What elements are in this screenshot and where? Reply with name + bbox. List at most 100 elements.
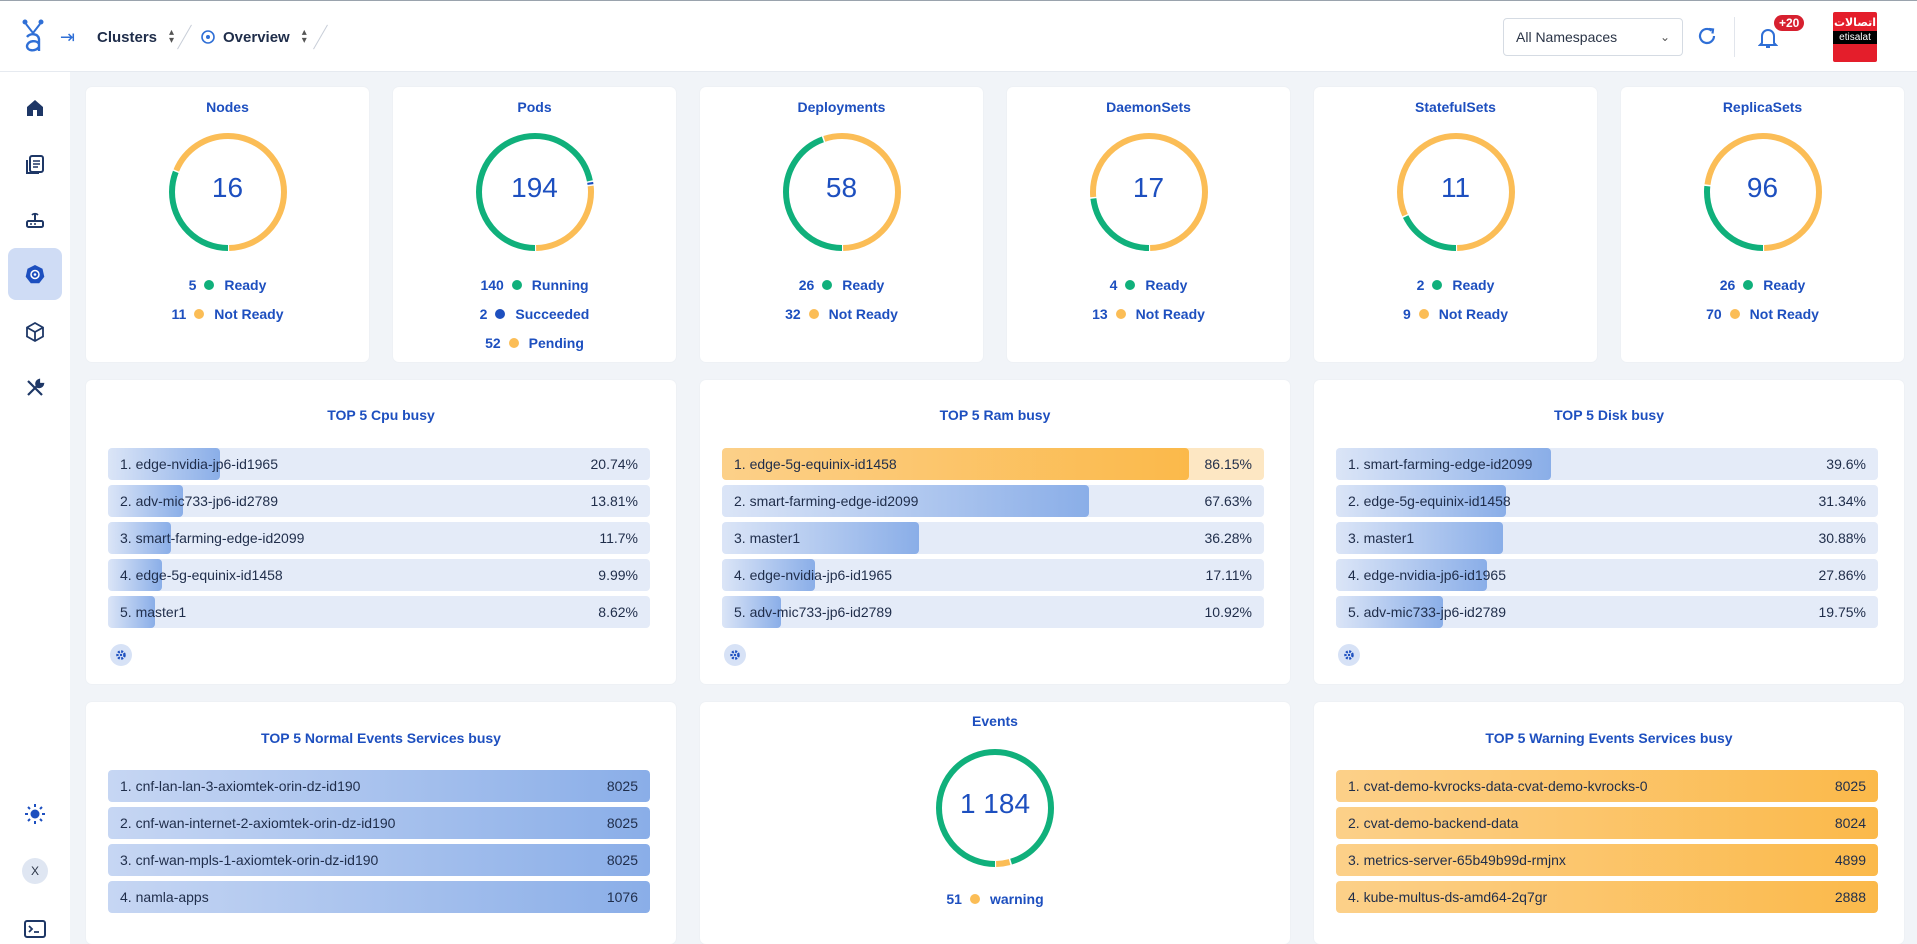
bar-value: 17.11% — [1205, 567, 1252, 583]
stat-card-title: Deployments — [797, 99, 886, 115]
bar-row[interactable]: 4. edge-nvidia-jp6-id1965 17.11% — [722, 559, 1264, 591]
disk-settings-button[interactable] — [1338, 644, 1360, 666]
bar-list: 1. edge-5g-equinix-id1458 86.15% 2. smart-… — [700, 380, 1290, 684]
bar-fill — [108, 485, 183, 517]
stat-card-nodes[interactable]: Nodes 16 5 Ready 11 Not Ready — [86, 87, 369, 362]
bar-row[interactable]: 4. namla-apps 1076 — [108, 881, 650, 913]
ram-settings-button[interactable] — [724, 644, 746, 666]
bar-label: 4. edge-nvidia-jp6-id1965 — [734, 567, 892, 583]
bar-row[interactable]: 4. edge-nvidia-jp6-id1965 27.86% — [1336, 559, 1878, 591]
donut-segment[interactable] — [783, 133, 901, 251]
stat-card-daemonsets[interactable]: DaemonSets 17 4 Ready 13 Not Ready — [1007, 87, 1290, 362]
bar-label: 4. edge-nvidia-jp6-id1965 — [1348, 567, 1506, 583]
legend-dot — [1432, 280, 1443, 290]
bar-label: 1. edge-5g-equinix-id1458 — [734, 456, 897, 472]
stat-card-replicasets[interactable]: ReplicaSets 96 26 Ready 70 Not Ready — [1621, 87, 1904, 362]
package-icon — [26, 321, 44, 343]
bar-row[interactable]: 1. smart-farming-edge-id2099 39.6% — [1336, 448, 1878, 480]
legend-label: Not Ready — [1135, 306, 1205, 322]
namespace-select[interactable]: All Namespaces ⌄ — [1503, 18, 1683, 56]
bar-list: 1. cvat-demo-kvrocks-data-cvat-demo-kvro… — [1314, 702, 1904, 944]
donut-segment[interactable] — [476, 133, 594, 251]
bar-row[interactable]: 1. edge-nvidia-jp6-id1965 20.74% — [108, 448, 650, 480]
bar-row[interactable]: 2. cvat-demo-backend-data 8024 — [1336, 807, 1878, 839]
bell-icon[interactable] — [1758, 27, 1778, 49]
sidebar-item-kubernetes[interactable] — [8, 248, 62, 300]
bar-fill — [1336, 807, 1878, 839]
bar-row[interactable]: 3. smart-farming-edge-id2099 11.7% — [108, 522, 650, 554]
stat-card-statefulsets[interactable]: StatefulSets 11 2 Ready 9 Not Ready — [1314, 87, 1597, 362]
theme-toggle[interactable] — [8, 788, 62, 840]
donut-segment[interactable] — [936, 749, 1054, 867]
bar-row[interactable]: 5. adv-mic733-jp6-id2789 19.75% — [1336, 596, 1878, 628]
donut-segment[interactable] — [1090, 133, 1208, 251]
sort-icon: ▴ ▾ — [169, 27, 175, 46]
bar-label: 2. adv-mic733-jp6-id2789 — [120, 493, 278, 509]
legend-label: warning — [989, 891, 1044, 907]
bar-row[interactable]: 2. smart-farming-edge-id2099 67.63% — [722, 485, 1264, 517]
sidebar-item-tools[interactable] — [8, 362, 62, 414]
collapse-sidebar-icon[interactable]: ⇥ — [60, 27, 76, 47]
donut-segment[interactable] — [1704, 133, 1822, 251]
app-logo-icon[interactable] — [22, 19, 44, 53]
bar-value: 39.6% — [1826, 456, 1866, 472]
bar-row[interactable]: 2. cnf-wan-internet-2-axiomtek-orin-dz-i… — [108, 807, 650, 839]
bar-value: 2888 — [1834, 889, 1866, 905]
brand-name-text: etisalat — [1833, 31, 1877, 44]
terminal-icon[interactable] — [24, 920, 46, 938]
bar-fill — [108, 770, 650, 802]
cpu-settings-button[interactable] — [110, 644, 132, 666]
donut-segment[interactable] — [1090, 133, 1208, 251]
bar-row[interactable]: 2. adv-mic733-jp6-id2789 13.81% — [108, 485, 650, 517]
breadcrumb-clusters[interactable]: Clusters ▴ ▾ — [97, 25, 174, 49]
legend-dot — [508, 338, 519, 348]
stat-card-pods[interactable]: Pods 194 140 Running 2 Succeeded 52 Pending — [393, 87, 676, 362]
bar-fill — [722, 485, 1089, 517]
bar-row[interactable]: 3. master1 36.28% — [722, 522, 1264, 554]
events-legend-warning: 51 warning — [700, 891, 1290, 907]
refresh-icon[interactable] — [1696, 25, 1718, 47]
donut-segment[interactable] — [476, 133, 594, 251]
donut-segment[interactable] — [1397, 133, 1515, 251]
breadcrumb-overview[interactable]: Overview ▴ ▾ — [201, 25, 307, 49]
donut-segment[interactable] — [169, 133, 287, 251]
bar-row[interactable]: 4. edge-5g-equinix-id1458 9.99% — [108, 559, 650, 591]
bar-row[interactable]: 5. adv-mic733-jp6-id2789 10.92% — [722, 596, 1264, 628]
donut-segment[interactable] — [783, 133, 901, 251]
bar-row[interactable]: 2. edge-5g-equinix-id1458 31.34% — [1336, 485, 1878, 517]
bar-row[interactable]: 1. edge-5g-equinix-id1458 86.15% — [722, 448, 1264, 480]
stat-donut — [476, 133, 594, 251]
donut-segment[interactable] — [169, 133, 287, 251]
stat-card-deployments[interactable]: Deployments 58 26 Ready 32 Not Ready — [700, 87, 983, 362]
events-title: Events — [972, 713, 1018, 729]
events-card: Events 1 184 51 warning — [700, 702, 1290, 944]
brand-logo[interactable]: اتصالات etisalat — [1833, 12, 1877, 62]
sort-icon: ▴ ▾ — [301, 27, 307, 46]
legend-label: Ready — [1452, 277, 1495, 293]
legend-dot — [1418, 309, 1429, 319]
legend-row-not-ready: 32 Not Ready — [700, 306, 983, 322]
sidebar-item-documents[interactable] — [8, 138, 62, 190]
top-warning-events-card: TOP 5 Warning Events Services busy 1. cv… — [1314, 702, 1904, 944]
donut-segment[interactable] — [1704, 133, 1822, 251]
bar-row[interactable]: 3. metrics-server-65b49b99d-rmjnx 4899 — [1336, 844, 1878, 876]
bar-row[interactable]: 5. master1 8.62% — [108, 596, 650, 628]
stat-card-title: DaemonSets — [1106, 99, 1191, 115]
bar-row[interactable]: 1. cnf-lan-lan-3-axiomtek-orin-dz-id190 8… — [108, 770, 650, 802]
sidebar-item-home[interactable] — [8, 82, 62, 134]
top-warning-events-title: TOP 5 Warning Events Services busy — [1485, 730, 1733, 746]
bar-row[interactable]: 3. cnf-wan-mpls-1-axiomtek-orin-dz-id190… — [108, 844, 650, 876]
bar-row[interactable]: 1. cvat-demo-kvrocks-data-cvat-demo-kvro… — [1336, 770, 1878, 802]
bar-label: 2. smart-farming-edge-id2099 — [734, 493, 919, 509]
legend-count: 11 — [171, 306, 187, 322]
sidebar-item-router[interactable] — [8, 194, 62, 246]
legend-label: Not Ready — [828, 306, 898, 322]
donut-segment[interactable] — [1397, 133, 1515, 251]
avatar[interactable]: X — [22, 858, 48, 884]
bar-row[interactable]: 3. master1 30.88% — [1336, 522, 1878, 554]
sidebar-item-packages[interactable] — [8, 306, 62, 358]
legend-label: Running — [531, 277, 589, 293]
sun-icon — [25, 804, 45, 824]
bar-row[interactable]: 4. kube-multus-ds-amd64-2q7gr 2888 — [1336, 881, 1878, 913]
bar-value: 36.28% — [1204, 530, 1252, 546]
